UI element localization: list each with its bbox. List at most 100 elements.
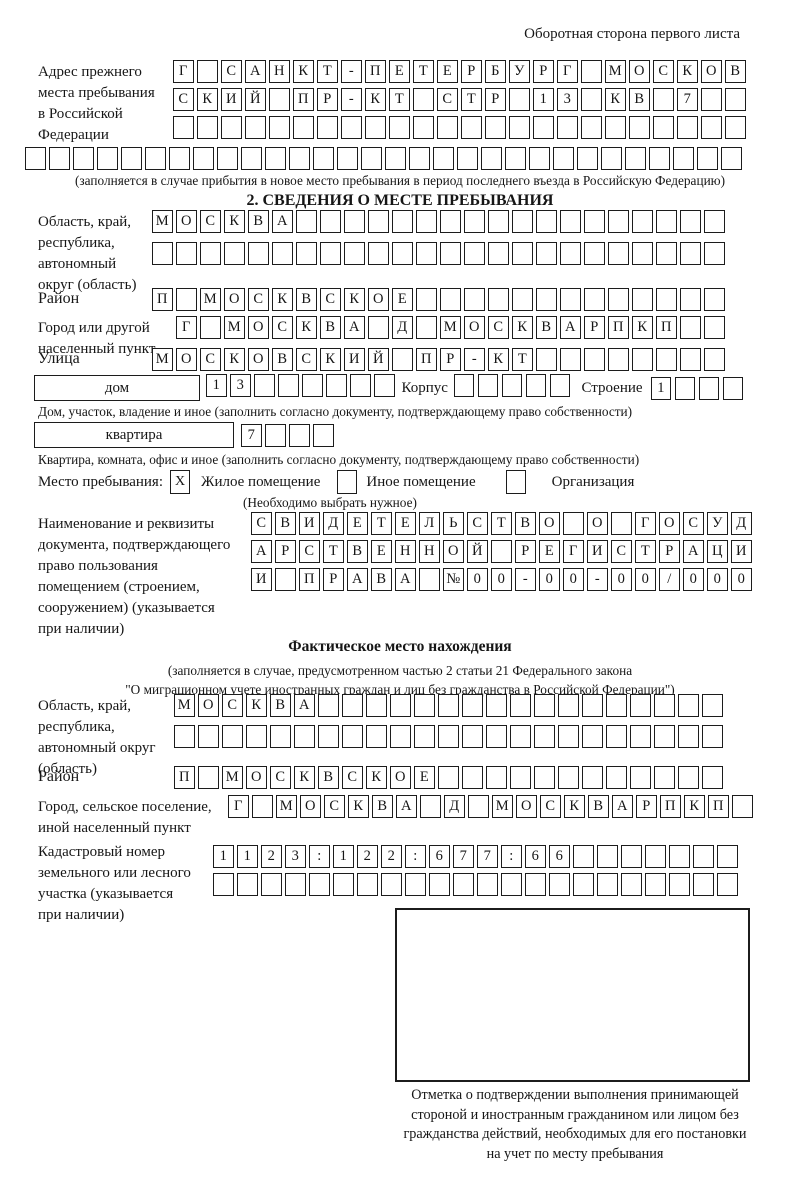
char-cell[interactable] bbox=[632, 348, 653, 371]
char-cell[interactable] bbox=[645, 845, 666, 868]
char-cell[interactable] bbox=[488, 288, 509, 311]
char-cell[interactable]: О bbox=[248, 316, 269, 339]
char-cell[interactable] bbox=[381, 873, 402, 896]
char-cell[interactable]: Ц bbox=[707, 540, 728, 563]
char-cell[interactable] bbox=[25, 147, 46, 170]
char-cell[interactable]: Р bbox=[515, 540, 536, 563]
char-cell[interactable]: С bbox=[611, 540, 632, 563]
char-cell[interactable] bbox=[653, 116, 674, 139]
char-cell[interactable]: О bbox=[464, 316, 485, 339]
char-cell[interactable]: С bbox=[683, 512, 704, 535]
char-cell[interactable] bbox=[169, 147, 190, 170]
char-cell[interactable] bbox=[73, 147, 94, 170]
char-cell[interactable]: К bbox=[246, 694, 267, 717]
char-cell[interactable] bbox=[558, 694, 579, 717]
char-cell[interactable]: А bbox=[272, 210, 293, 233]
char-cell[interactable] bbox=[536, 288, 557, 311]
char-cell[interactable]: К bbox=[344, 288, 365, 311]
char-cell[interactable]: В bbox=[270, 694, 291, 717]
char-cell[interactable]: К bbox=[272, 288, 293, 311]
char-cell[interactable]: М bbox=[276, 795, 297, 818]
char-cell[interactable]: Р bbox=[659, 540, 680, 563]
char-cell[interactable] bbox=[193, 147, 214, 170]
char-cell[interactable] bbox=[534, 725, 555, 748]
char-cell[interactable] bbox=[486, 694, 507, 717]
char-cell[interactable] bbox=[678, 766, 699, 789]
char-cell[interactable] bbox=[678, 694, 699, 717]
char-cell[interactable] bbox=[320, 242, 341, 265]
char-cell[interactable] bbox=[440, 242, 461, 265]
char-cell[interactable]: И bbox=[299, 512, 320, 535]
char-cell[interactable]: В bbox=[347, 540, 368, 563]
char-cell[interactable] bbox=[510, 694, 531, 717]
char-cell[interactable] bbox=[414, 694, 435, 717]
char-cell[interactable]: Н bbox=[269, 60, 290, 83]
char-cell[interactable] bbox=[392, 348, 413, 371]
char-cell[interactable] bbox=[491, 540, 512, 563]
char-cell[interactable] bbox=[477, 374, 499, 397]
char-cell[interactable] bbox=[293, 116, 314, 139]
char-cell[interactable]: 7 bbox=[241, 423, 262, 447]
char-cell[interactable]: Е bbox=[395, 512, 416, 535]
char-cell[interactable] bbox=[254, 374, 275, 397]
char-cell[interactable]: И bbox=[587, 540, 608, 563]
char-cell[interactable]: 0 bbox=[707, 568, 728, 591]
char-cell[interactable] bbox=[309, 873, 330, 896]
char-cell[interactable] bbox=[534, 766, 555, 789]
char-cell[interactable]: Е bbox=[392, 288, 413, 311]
char-cell[interactable] bbox=[656, 348, 677, 371]
char-cell[interactable] bbox=[704, 316, 725, 339]
char-cell[interactable] bbox=[693, 845, 714, 868]
char-cell[interactable] bbox=[313, 423, 334, 447]
char-cell[interactable] bbox=[621, 845, 642, 868]
char-cell[interactable]: П bbox=[608, 316, 629, 339]
char-cell[interactable]: С bbox=[296, 348, 317, 371]
char-cell[interactable] bbox=[677, 116, 698, 139]
char-cell[interactable]: - bbox=[515, 568, 536, 591]
char-cell[interactable] bbox=[416, 242, 437, 265]
char-cell[interactable]: Т bbox=[461, 88, 482, 111]
char-cell[interactable] bbox=[261, 873, 282, 896]
char-cell[interactable] bbox=[501, 374, 523, 397]
char-cell[interactable]: Н bbox=[419, 540, 440, 563]
char-cell[interactable]: И bbox=[344, 348, 365, 371]
char-cell[interactable] bbox=[333, 873, 354, 896]
char-cell[interactable] bbox=[97, 147, 118, 170]
char-cell[interactable] bbox=[656, 210, 677, 233]
char-cell[interactable] bbox=[702, 766, 723, 789]
char-cell[interactable]: И bbox=[251, 568, 272, 591]
char-cell[interactable] bbox=[560, 348, 581, 371]
char-cell[interactable]: С bbox=[272, 316, 293, 339]
char-cell[interactable] bbox=[121, 147, 142, 170]
char-cell[interactable] bbox=[608, 288, 629, 311]
char-cell[interactable] bbox=[361, 147, 382, 170]
char-cell[interactable]: Г bbox=[635, 512, 656, 535]
char-cell[interactable] bbox=[505, 147, 526, 170]
char-cell[interactable]: В bbox=[320, 316, 341, 339]
char-cell[interactable] bbox=[198, 725, 219, 748]
char-cell[interactable] bbox=[608, 210, 629, 233]
char-cell[interactable]: О bbox=[248, 348, 269, 371]
char-cell[interactable] bbox=[419, 568, 440, 591]
char-cell[interactable]: 0 bbox=[635, 568, 656, 591]
char-cell[interactable]: Л bbox=[419, 512, 440, 535]
char-cell[interactable] bbox=[553, 147, 574, 170]
char-cell[interactable] bbox=[392, 210, 413, 233]
char-cell[interactable]: М bbox=[152, 348, 173, 371]
char-cell[interactable]: Р bbox=[323, 568, 344, 591]
other-premises-checkbox[interactable] bbox=[337, 470, 358, 494]
char-cell[interactable]: П bbox=[293, 88, 314, 111]
char-cell[interactable] bbox=[409, 147, 430, 170]
char-cell[interactable] bbox=[294, 725, 315, 748]
char-cell[interactable]: В bbox=[272, 348, 293, 371]
char-cell[interactable] bbox=[582, 725, 603, 748]
char-cell[interactable]: 0 bbox=[611, 568, 632, 591]
char-cell[interactable] bbox=[698, 376, 720, 400]
char-cell[interactable]: В bbox=[536, 316, 557, 339]
char-cell[interactable]: А bbox=[683, 540, 704, 563]
char-cell[interactable] bbox=[581, 116, 602, 139]
char-cell[interactable] bbox=[462, 766, 483, 789]
char-cell[interactable]: Г bbox=[228, 795, 249, 818]
char-cell[interactable] bbox=[656, 242, 677, 265]
char-cell[interactable] bbox=[654, 694, 675, 717]
